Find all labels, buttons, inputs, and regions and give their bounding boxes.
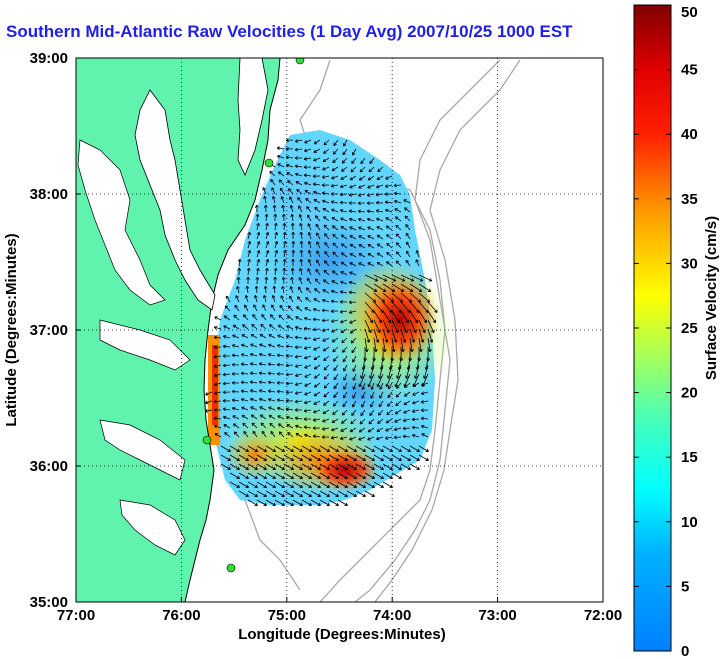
hf-radar-site-marker	[202, 435, 212, 445]
x-tick-label: 72:00	[584, 607, 622, 624]
x-tick-label: 77:00	[57, 607, 95, 624]
colorbar-tick-label: 25	[681, 320, 698, 337]
y-tick-label: 37:00	[30, 322, 68, 339]
colorbar-tick-label: 15	[681, 449, 698, 466]
colorbar-tick-label: 30	[681, 255, 698, 272]
colorbar-tick-label: 0	[681, 643, 689, 659]
hf-radar-site-marker	[295, 58, 305, 65]
hf-radar-site-marker	[226, 563, 236, 573]
y-axis-ticks: 39:00 38:00 37:00 36:00 35:00	[30, 50, 81, 611]
x-axis-label: Longitude (Degrees:Minutes)	[238, 626, 446, 643]
y-tick-label: 38:00	[30, 186, 68, 203]
grid-lines	[76, 58, 603, 602]
x-tick-label: 75:00	[268, 607, 306, 624]
colorbar	[633, 4, 672, 652]
velocity-field	[204, 130, 455, 506]
colorbar-tick-label: 20	[681, 385, 698, 402]
x-tick-label: 74:00	[373, 607, 411, 624]
colorbar-tick-label: 10	[681, 514, 698, 531]
y-tick-label: 35:00	[30, 594, 68, 611]
y-tick-label: 39:00	[30, 50, 68, 67]
colorbar-tick-label: 40	[681, 126, 698, 143]
x-tick-label: 76:00	[162, 607, 200, 624]
colorbar-tick-label: 45	[681, 62, 698, 79]
x-tick-label: 73:00	[478, 607, 516, 624]
chart-title: Southern Mid-Atlantic Raw Velocities (1 …	[6, 22, 573, 41]
y-axis-label: Latitude (Degrees:Minutes)	[3, 233, 20, 426]
colorbar-tick-label: 50	[681, 4, 698, 21]
y-tick-label: 36:00	[30, 458, 68, 475]
colorbar-tick-label: 5	[681, 578, 689, 595]
colorbar-label: Surface Velocity (cm/s)	[703, 216, 720, 380]
colorbar-ticks: 0 5 10 15 20 25 30 35 40 45 50	[634, 4, 698, 659]
x-axis-ticks: 77:00 76:00 75:00 74:00 73:00 72:00	[57, 597, 622, 624]
hf-radar-site-marker	[264, 158, 274, 168]
colorbar-tick-label: 35	[681, 191, 698, 208]
